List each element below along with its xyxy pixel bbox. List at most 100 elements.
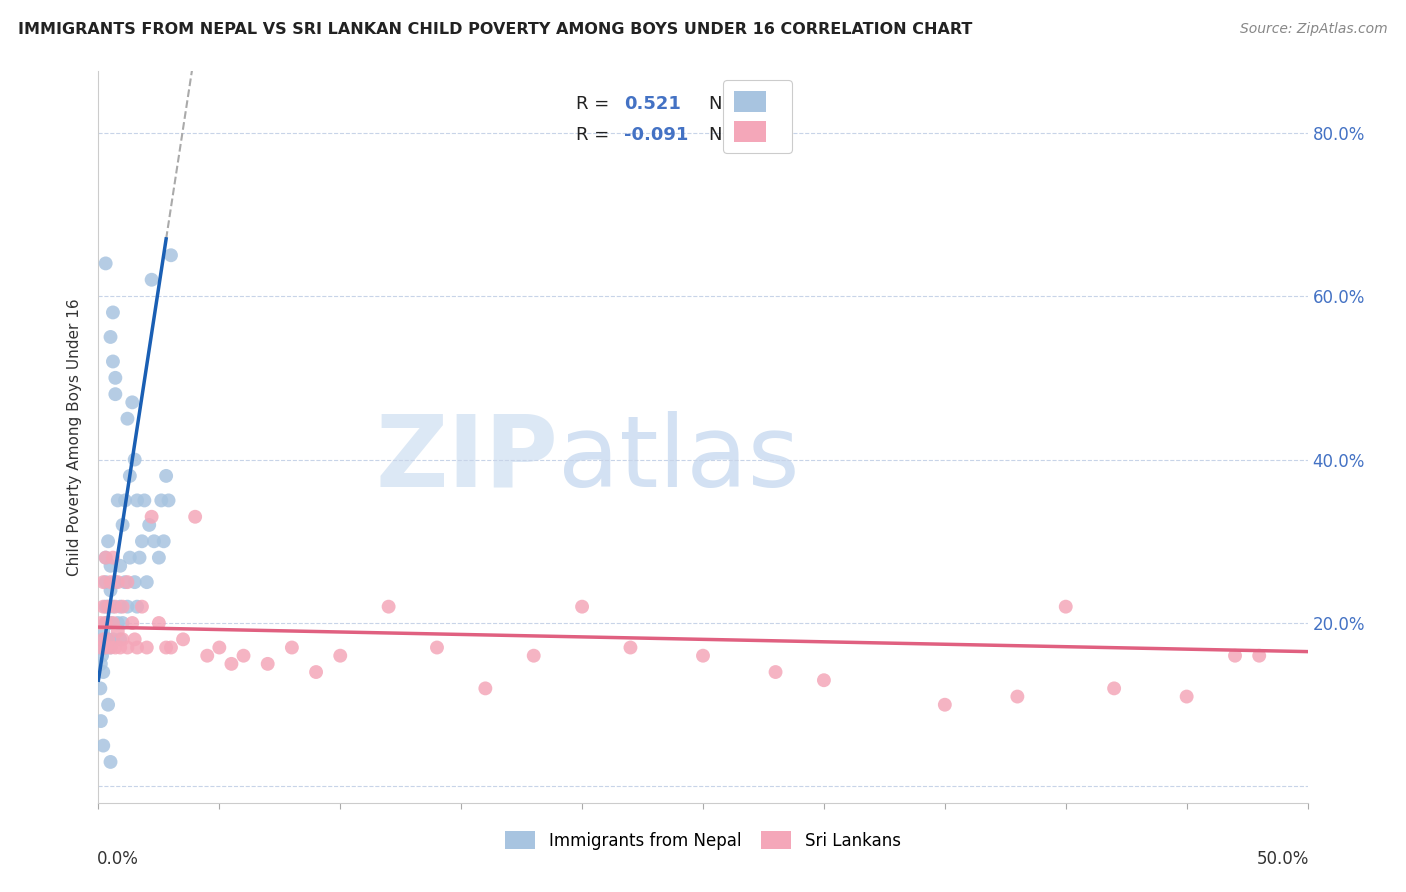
Point [127,493,149,508]
Point [104,371,127,385]
Point [100,615,122,630]
Point [148,615,170,630]
Point [141,509,163,524]
Point [131,534,153,549]
Point [155,469,177,483]
Point [184,509,207,524]
Point [94,550,117,565]
Point [141,273,163,287]
Point [90,640,112,655]
Text: 65: 65 [754,95,779,113]
Text: -0.091: -0.091 [624,126,689,144]
Point [108,640,131,655]
Point [94,615,117,630]
Point [94,256,117,270]
Point [91,575,114,590]
Point [111,599,134,614]
Point [97,632,120,647]
Point [138,517,160,532]
Point [97,632,120,647]
Point [281,640,304,655]
Point [100,755,122,769]
Point [426,640,449,655]
Point [1102,681,1125,696]
Point [124,632,146,647]
Point [94,640,117,655]
Point [101,305,124,319]
Point [208,640,231,655]
Point [571,599,593,614]
Point [111,632,134,647]
Point [94,640,117,655]
Point [114,575,136,590]
Point [94,615,117,630]
Point [91,599,114,614]
Point [111,615,134,630]
Point [100,558,122,573]
Point [107,493,129,508]
Point [100,640,122,655]
Point [172,632,194,647]
Point [256,657,278,671]
Point [100,575,122,590]
Point [117,411,139,425]
Point [150,493,173,508]
Point [128,550,150,565]
Y-axis label: Child Poverty Among Boys Under 16: Child Poverty Among Boys Under 16 [67,298,83,576]
Text: R =: R = [576,95,609,113]
Point [813,673,835,688]
Point [692,648,714,663]
Text: R =: R = [576,126,609,144]
Point [107,615,129,630]
Point [100,330,122,344]
Point [127,599,149,614]
Point [305,665,328,679]
Text: 0.521: 0.521 [624,95,682,113]
Text: N =: N = [709,126,744,144]
Point [221,657,243,671]
Text: 50.0%: 50.0% [1257,850,1309,868]
Point [91,632,114,647]
Point [131,599,153,614]
Point [101,354,124,368]
Point [94,599,117,614]
Point [91,648,114,663]
Point [91,640,114,655]
Point [90,615,112,630]
Point [97,534,120,549]
Point [114,493,136,508]
Text: Source: ZipAtlas.com: Source: ZipAtlas.com [1240,22,1388,37]
Point [134,493,156,508]
Point [97,599,120,614]
Point [101,599,124,614]
Point [101,615,124,630]
Text: ZIP: ZIP [375,410,558,508]
Point [121,615,143,630]
Point [474,681,496,696]
Point [91,665,114,679]
Point [89,681,111,696]
Point [127,640,149,655]
Point [104,387,127,401]
Point [157,493,180,508]
Point [104,599,127,614]
Point [108,599,131,614]
Point [232,648,254,663]
Point [117,575,139,590]
Point [148,550,170,565]
Point [377,599,399,614]
Point [101,632,124,647]
Text: N =: N = [709,95,744,113]
Point [934,698,956,712]
Point [117,599,139,614]
Point [1007,690,1029,704]
Point [619,640,641,655]
Point [155,640,177,655]
Text: 58: 58 [754,126,779,144]
Point [100,583,122,598]
Point [135,640,157,655]
Point [90,714,112,728]
Point [108,558,131,573]
Point [121,395,143,409]
Point [108,632,131,647]
